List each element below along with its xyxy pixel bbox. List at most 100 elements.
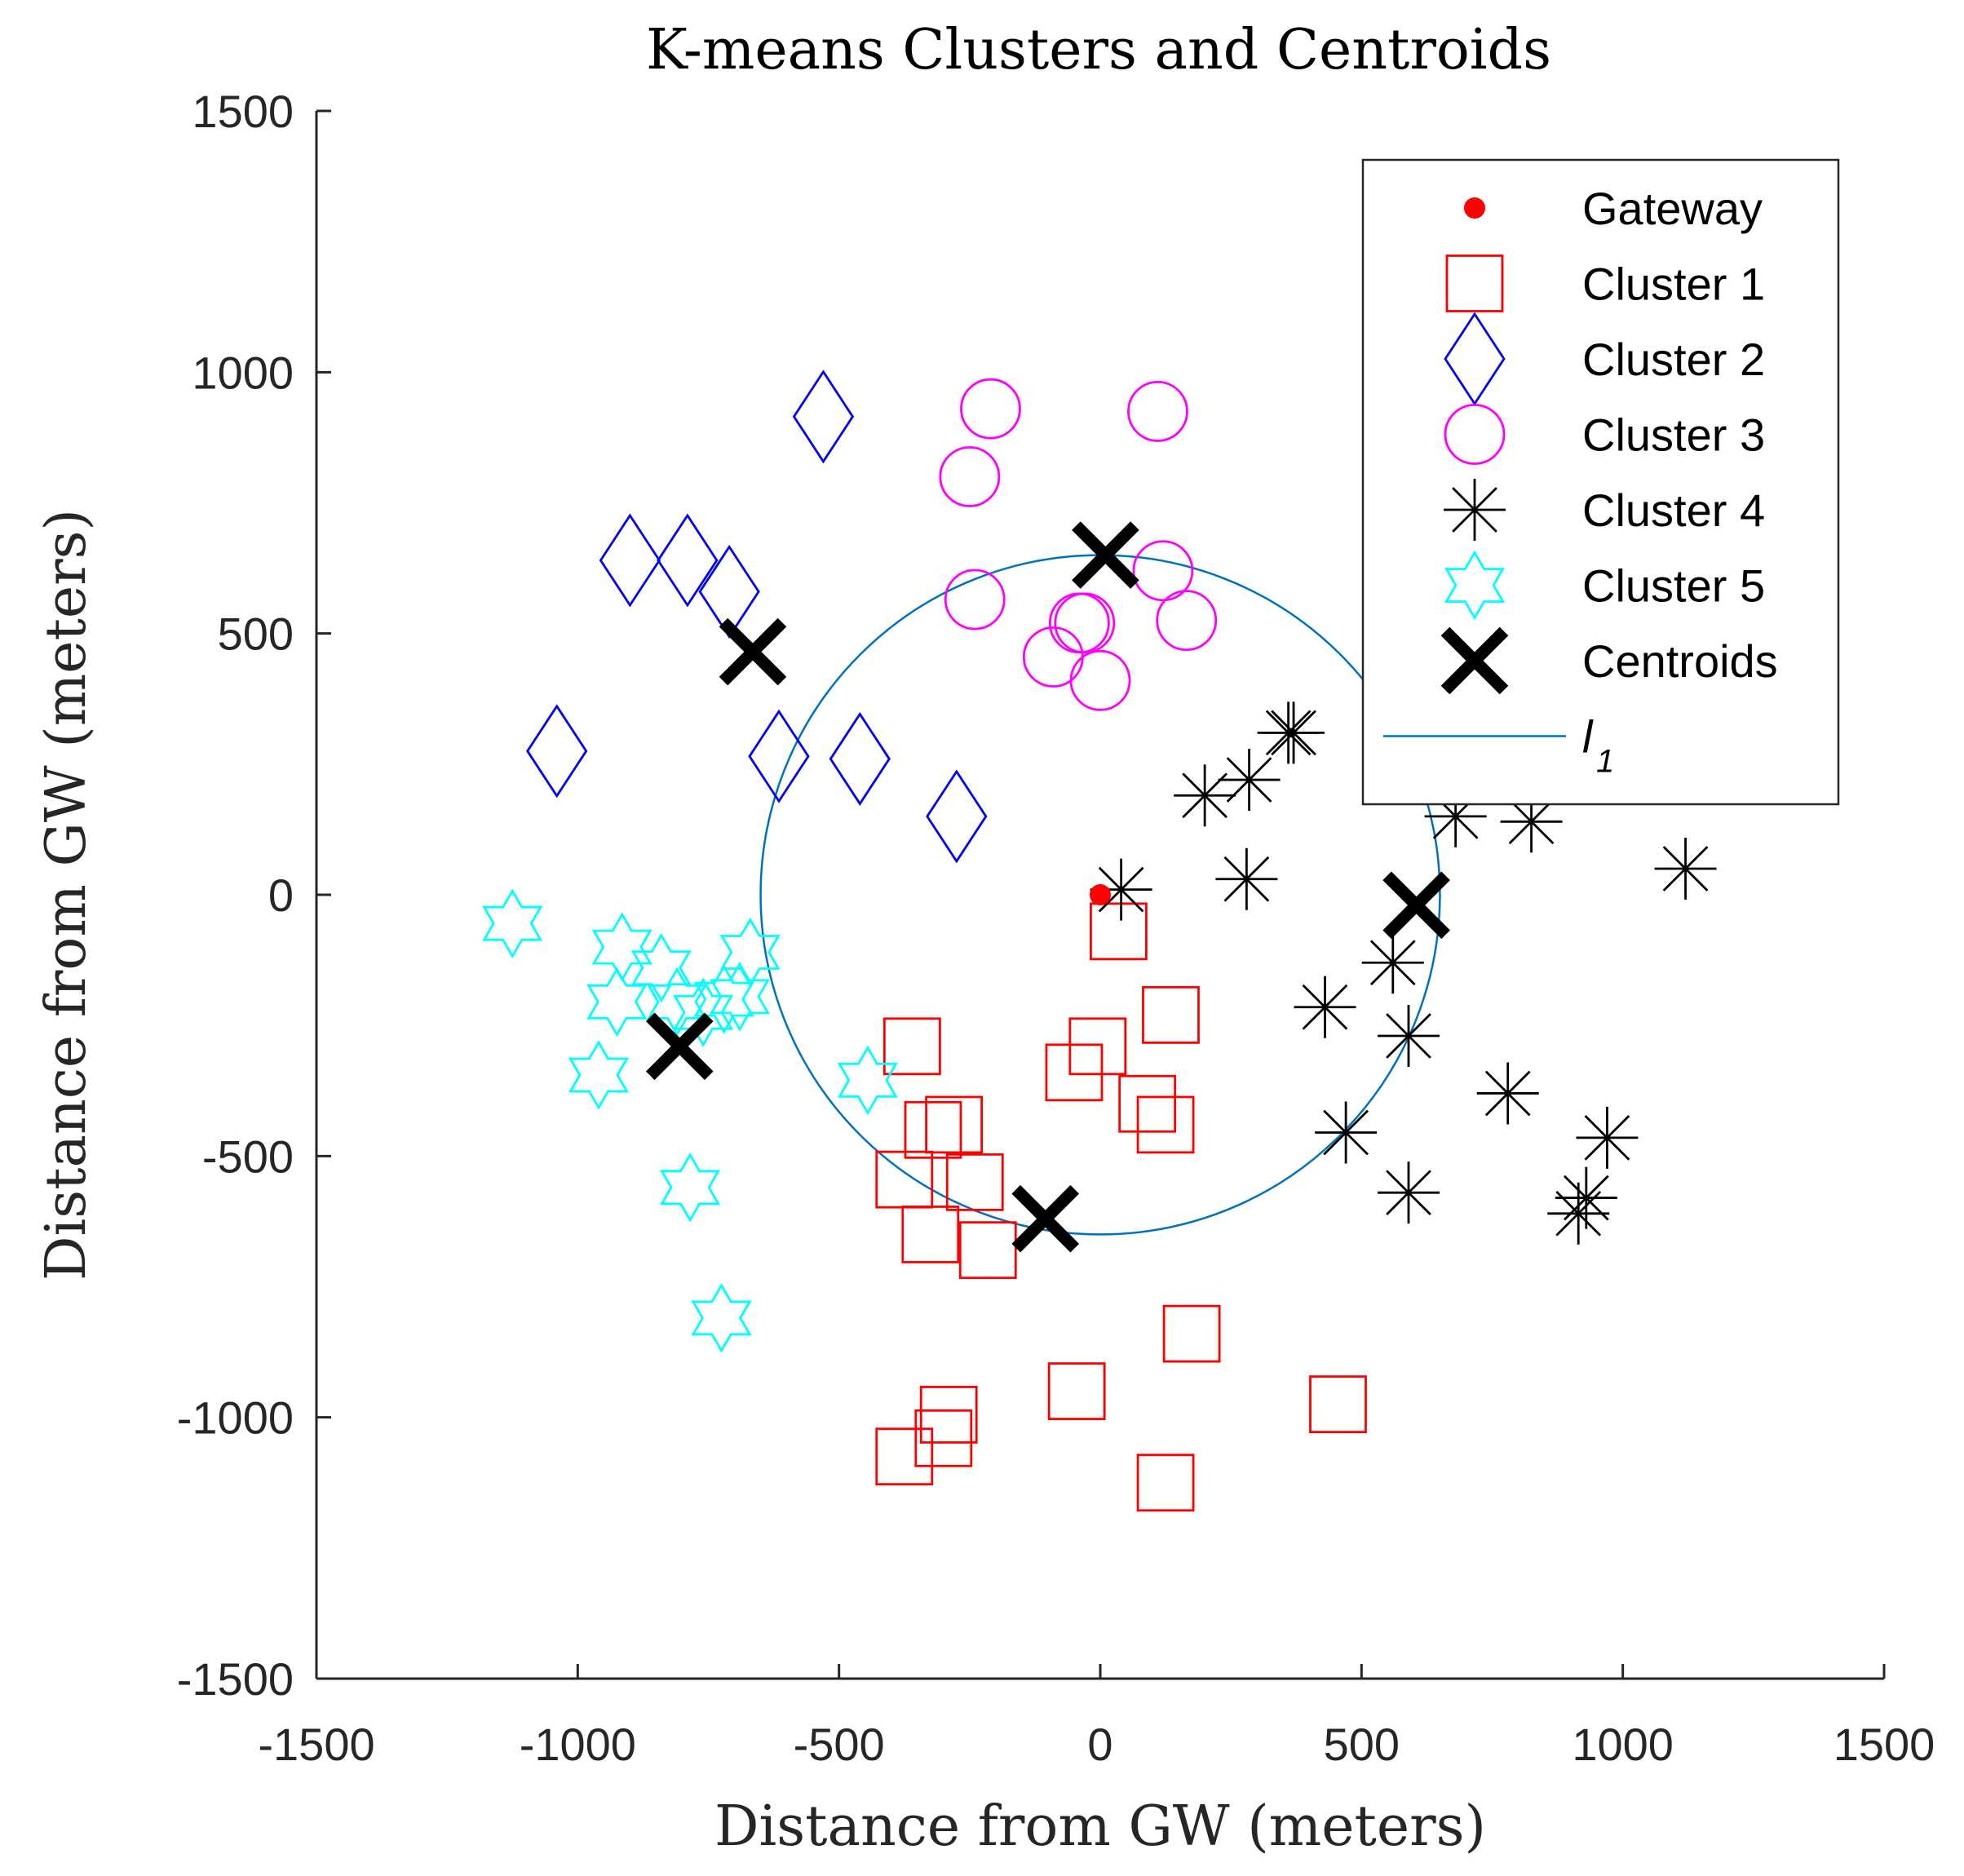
cluster-1-point bbox=[1142, 985, 1200, 1044]
legend-cluster-2-symbol bbox=[1444, 312, 1506, 406]
x-axis-title: Distance from GW (meters) bbox=[714, 1794, 1486, 1859]
cluster-4-point bbox=[1377, 1004, 1440, 1067]
cluster-4-point bbox=[1215, 847, 1278, 910]
cluster-2-point bbox=[526, 704, 588, 799]
cluster-3-point bbox=[1132, 540, 1194, 602]
cluster-5-point bbox=[630, 932, 692, 1003]
legend-cluster-5-symbol bbox=[1444, 550, 1506, 621]
centroids-point bbox=[719, 617, 787, 686]
x-tick-label: 500 bbox=[1324, 1719, 1400, 1770]
cluster-4-point bbox=[1361, 931, 1424, 994]
cluster-3-point bbox=[944, 569, 1006, 630]
cluster-5-point bbox=[586, 967, 648, 1038]
plot-area bbox=[482, 369, 1717, 1512]
chart-title: K-means Clusters and Centroids bbox=[646, 18, 1551, 82]
cluster-1-point bbox=[1136, 1453, 1195, 1512]
legend-cluster-2-label: Cluster 2 bbox=[1582, 334, 1765, 385]
legend-l1-subscript: 1 bbox=[1596, 744, 1614, 780]
data-markers bbox=[482, 369, 1717, 1512]
cluster-1-point bbox=[914, 1409, 973, 1467]
legend-box bbox=[1361, 158, 1840, 806]
legend-centroids-label: Centroids bbox=[1582, 635, 1778, 687]
y-axis-title: Distance from GW (meters) bbox=[34, 509, 99, 1281]
cluster-1-point bbox=[1045, 1043, 1104, 1102]
cluster-5-point bbox=[673, 977, 734, 1048]
cluster-3-point bbox=[939, 446, 1001, 507]
cluster-5-point bbox=[659, 1153, 721, 1223]
cluster-2-point bbox=[792, 369, 855, 464]
centroids-point bbox=[645, 1012, 714, 1081]
cluster-4-point bbox=[1315, 1101, 1378, 1164]
cluster-1-point bbox=[925, 1095, 984, 1154]
cluster-2-point bbox=[657, 513, 719, 608]
cluster-1-point bbox=[919, 1386, 978, 1444]
cluster-5-point bbox=[693, 964, 754, 1034]
y-tick-label: 500 bbox=[218, 608, 294, 660]
cluster-2-point bbox=[926, 769, 988, 864]
cluster-1-point bbox=[875, 1427, 934, 1486]
legend-cluster-3-symbol bbox=[1444, 404, 1506, 465]
legend-cluster-4-symbol bbox=[1444, 479, 1506, 541]
cluster-4-point bbox=[1377, 1161, 1440, 1224]
gateway-point bbox=[1090, 884, 1111, 905]
cluster-5-point bbox=[709, 962, 771, 1032]
cluster-5-point bbox=[568, 1040, 630, 1110]
cluster-4-point bbox=[1263, 701, 1325, 764]
cluster-5-point bbox=[482, 888, 543, 958]
y-tick-label: -500 bbox=[202, 1130, 294, 1182]
cluster-1-point bbox=[958, 1221, 1017, 1280]
cluster-1-point bbox=[1309, 1375, 1367, 1434]
centroids-point bbox=[1072, 521, 1139, 589]
cluster-4-point bbox=[1576, 1106, 1639, 1169]
legend-centroids-symbol bbox=[1440, 626, 1509, 695]
legend-gateway-symbol bbox=[1464, 197, 1485, 219]
y-tick-label: -1000 bbox=[177, 1392, 294, 1444]
cluster-5-point bbox=[691, 1283, 752, 1353]
centroids-point bbox=[1382, 871, 1450, 940]
cluster-1-point bbox=[1162, 1304, 1221, 1363]
y-tick-label: 1500 bbox=[192, 86, 294, 137]
x-tick-label: 1000 bbox=[1572, 1719, 1674, 1770]
cluster-5-point bbox=[837, 1045, 898, 1116]
legend-l1-label: l bbox=[1582, 711, 1594, 763]
cluster-2-point bbox=[748, 709, 810, 803]
cluster-1-point bbox=[1136, 1095, 1195, 1154]
cluster-1-point bbox=[1068, 1017, 1127, 1076]
cluster-1-point bbox=[1090, 902, 1148, 961]
legend-gateway-label: Gateway bbox=[1582, 183, 1763, 234]
cluster-3-point bbox=[960, 378, 1021, 440]
cluster-1-point bbox=[882, 1017, 941, 1076]
cluster-1-point bbox=[945, 1153, 1004, 1211]
cluster-3-point bbox=[1048, 592, 1110, 654]
legend-cluster-3-label: Cluster 3 bbox=[1582, 409, 1765, 461]
cluster-1-point bbox=[1118, 1074, 1177, 1133]
legend-cluster-5-label: Cluster 5 bbox=[1582, 560, 1765, 612]
legend: Gateway Cluster 1 Cluster 2 Cluster 3 Cluste… bbox=[1361, 158, 1840, 806]
cluster-3-point bbox=[1069, 649, 1131, 711]
x-tick-label: -1500 bbox=[258, 1719, 374, 1770]
cluster-4-point bbox=[1294, 976, 1356, 1038]
y-tick-label: -1500 bbox=[177, 1653, 294, 1705]
cluster-4-point bbox=[1174, 764, 1236, 827]
legend-cluster-4-label: Cluster 4 bbox=[1582, 484, 1765, 536]
cluster-1-point bbox=[901, 1206, 960, 1263]
cluster-4-point bbox=[1476, 1062, 1539, 1125]
x-tick-label: -500 bbox=[794, 1719, 885, 1770]
x-tick-label: 0 bbox=[1087, 1719, 1112, 1770]
y-tick-label: 0 bbox=[268, 869, 294, 921]
centroids-point bbox=[1011, 1184, 1080, 1253]
cluster-2-point bbox=[829, 711, 891, 806]
y-ticks: -1500 -1000 -500 0 500 1000 1500 bbox=[177, 86, 331, 1705]
x-ticks: -1500 -1000 -500 0 500 1000 1500 bbox=[258, 1664, 1935, 1770]
cluster-1-point bbox=[1047, 1362, 1106, 1421]
legend-cluster-1-label: Cluster 1 bbox=[1582, 259, 1765, 310]
x-tick-label: 1500 bbox=[1834, 1719, 1935, 1770]
cluster-4-point bbox=[1654, 837, 1717, 900]
cluster-3-point bbox=[1127, 380, 1188, 442]
cluster-4-point bbox=[1547, 1182, 1610, 1245]
cluster-4-point bbox=[1555, 1166, 1617, 1229]
x-tick-label: -1000 bbox=[520, 1719, 636, 1770]
cluster-2-point bbox=[599, 513, 661, 608]
cluster-3-point bbox=[1156, 590, 1218, 652]
